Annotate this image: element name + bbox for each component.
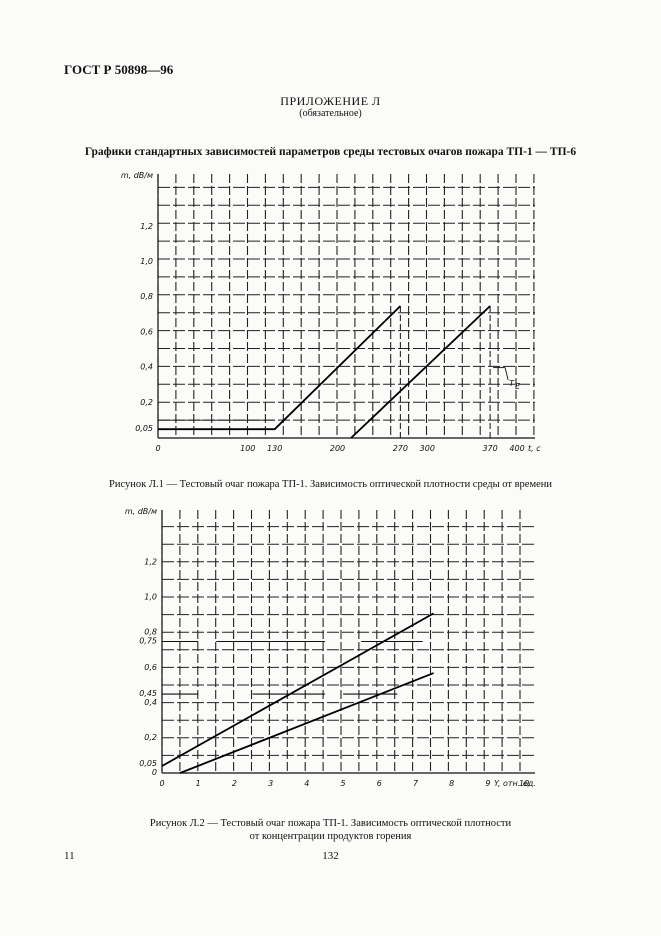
series-line-1: [158, 305, 402, 431]
section-title: Графики стандартных зависимостей парамет…: [84, 146, 577, 158]
x-tick-label: 1: [196, 779, 201, 788]
x-tick-label: 10: [519, 779, 529, 788]
y-tick-label: 0: [152, 768, 157, 777]
figure2-caption: Рисунок Л.2 — Тестовый очаг пожара ТП-1.…: [0, 817, 661, 843]
chart-optical-density-vs-time: 0,05 0,2 0,4 0,6 0,8 1,0 1,2 0 100 130 200 270 300 37…: [121, 171, 541, 453]
y-tick-label: 0,4: [144, 698, 157, 707]
y-tick-label: 0,4: [140, 363, 153, 372]
y-tick-label: 1,0: [140, 257, 153, 266]
y-axis-label: m, dB/м: [125, 507, 157, 516]
figure2-caption-line1: Рисунок Л.2 — Тестовый очаг пожара ТП-1.…: [149, 818, 512, 829]
x-tick-label: 3: [268, 779, 273, 788]
x-tick-label: 4: [304, 779, 309, 788]
x-axis-label: Y, отн. ед.: [494, 779, 536, 788]
y-tick-label: 0,8: [144, 628, 157, 637]
y-tick-label: 0,45: [139, 689, 157, 698]
x-tick-label: 0: [155, 444, 160, 453]
y-tick-label: 0,8: [140, 292, 153, 301]
y-tick-label: 0,2: [140, 398, 153, 407]
x-tick-label: 300: [420, 444, 435, 453]
y-tick-label: 1,0: [144, 593, 157, 602]
y-tick-label: 1,2: [144, 558, 157, 567]
x-tick-label: 370: [482, 444, 497, 453]
x-tick-label: 100: [240, 444, 255, 453]
y-tick-label: 0,05: [139, 759, 157, 768]
x-tick-label: 200: [330, 444, 345, 453]
document-code: ГОСТ Р 50898—96: [64, 62, 174, 77]
x-tick-label: 7: [413, 779, 419, 788]
x-tick-label: 9: [485, 779, 490, 788]
y-tick-label: 1,2: [140, 222, 153, 231]
appendix-title: ПРИЛОЖЕНИЕ Л: [280, 94, 381, 108]
series-line-2: [350, 305, 491, 439]
y-tick-label: 0,6: [140, 327, 153, 336]
te-leader: [504, 367, 509, 381]
y-tick-label: 0,2: [144, 733, 157, 742]
page-number-center: 132: [322, 850, 339, 862]
x-tick-label: 8: [449, 779, 454, 788]
x-tick-label: 5: [341, 779, 346, 788]
x-tick-label: 2: [232, 779, 237, 788]
y-axis-label: m, dB/м: [121, 171, 153, 180]
series-line-1: [161, 612, 435, 767]
x-tick-label: 400: [509, 444, 524, 453]
chart-optical-density-vs-concentration: 00,050,20,40,450,60,750,81,01,20 1 2 3 4 5 6 7 8…: [125, 507, 536, 788]
figure2-caption-line2: от концентрации продуктов горения: [249, 831, 412, 842]
figure1-caption: Рисунок Л.1 — Тестовый очаг пожара ТП-1.…: [109, 479, 552, 490]
x-tick-label: 6: [377, 779, 382, 788]
y-tick-label: 0,6: [144, 663, 157, 672]
te-annotation: T: [509, 379, 515, 388]
page-number-left: 11: [64, 850, 75, 862]
x-tick-label: 130: [267, 444, 282, 453]
x-tick-label: 270: [393, 444, 408, 453]
y-tick-label: 0,05: [135, 424, 153, 433]
appendix-subtitle: (обязательное): [299, 108, 362, 119]
y-tick-label: 0,75: [139, 637, 157, 646]
x-tick-label: 0: [159, 779, 164, 788]
te-annotation-sub: E: [515, 382, 521, 391]
series-line-2: [179, 672, 434, 774]
x-axis-label: t, c: [528, 444, 541, 453]
